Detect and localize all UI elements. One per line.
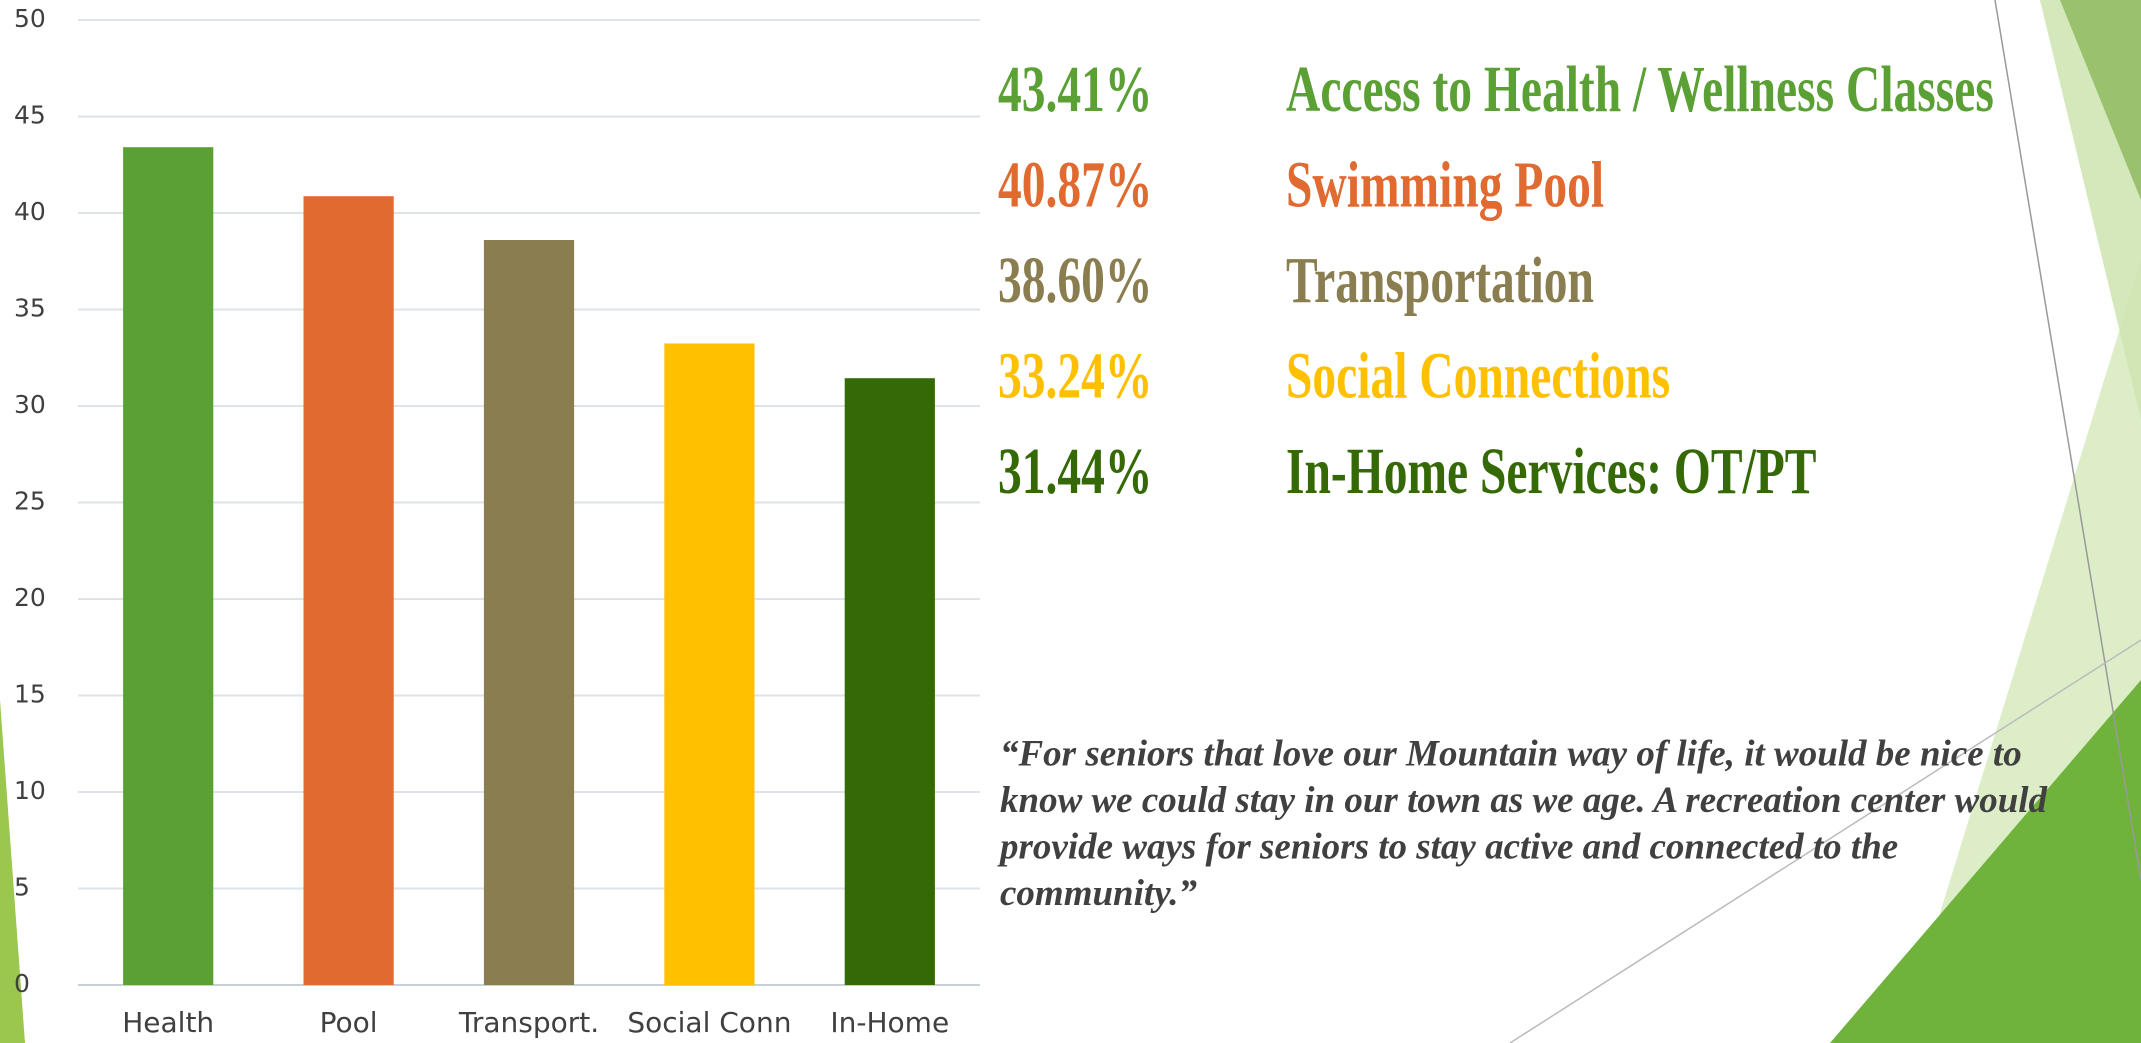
description-group: In-Home Services: OT/PT bbox=[1286, 436, 1817, 508]
y-tick-label: 30 bbox=[14, 390, 46, 419]
bar bbox=[303, 196, 394, 986]
percent-label: 33.24% bbox=[998, 340, 1152, 412]
quote-line: know we could stay in our town as we age… bbox=[1000, 780, 2048, 821]
percent-group: 31.44% bbox=[998, 436, 1152, 508]
percent-label: 38.60% bbox=[998, 245, 1152, 317]
decor bbox=[1994, 0, 2141, 881]
quote-line: provide ways for seniors to stay active … bbox=[997, 826, 1898, 867]
decor bbox=[1830, 680, 2141, 1043]
bar bbox=[844, 378, 935, 985]
y-tick-label: 25 bbox=[14, 487, 46, 516]
description-group: Social Connections bbox=[1286, 340, 1670, 412]
bar bbox=[483, 240, 575, 985]
decor bbox=[1509, 639, 2141, 1043]
description: Swimming Pool bbox=[1286, 149, 1604, 221]
percent-group: 33.24% bbox=[998, 340, 1152, 412]
x-tick-label: Transport. bbox=[458, 1006, 599, 1039]
description-group: Swimming Pool bbox=[1286, 149, 1604, 221]
y-tick-label: 10 bbox=[14, 776, 46, 805]
percent-label: 40.87% bbox=[998, 149, 1152, 221]
description: In-Home Services: OT/PT bbox=[1286, 436, 1817, 508]
x-tick-label: Social Conn bbox=[627, 1006, 791, 1039]
y-tick-label: 35 bbox=[14, 294, 46, 323]
description: Transportation bbox=[1286, 245, 1594, 317]
percent-group: 43.41% bbox=[998, 54, 1152, 126]
percent-group: 40.87% bbox=[998, 149, 1152, 221]
x-tick-label: Pool bbox=[320, 1006, 378, 1039]
quote-line: community.” bbox=[1000, 873, 1197, 914]
quote-line: “For seniors that love our Mountain way … bbox=[1000, 733, 2022, 774]
decor bbox=[0, 700, 25, 1043]
y-tick-label: 20 bbox=[14, 583, 46, 612]
y-tick-label: 5 bbox=[14, 873, 30, 902]
description-group: Transportation bbox=[1286, 245, 1594, 317]
bar bbox=[664, 343, 755, 985]
y-tick-label: 40 bbox=[14, 197, 46, 226]
description-group: Access to Health / Wellness Classes bbox=[1286, 54, 1994, 126]
decor bbox=[2040, 0, 2141, 420]
percent-label: 31.44% bbox=[998, 436, 1152, 508]
x-tick-label: Health bbox=[122, 1006, 214, 1039]
percent-label: 43.41% bbox=[998, 54, 1152, 126]
x-tick-label: In-Home bbox=[830, 1006, 949, 1039]
description: Social Connections bbox=[1286, 340, 1670, 412]
description: Access to Health / Wellness Classes bbox=[1286, 54, 1994, 126]
y-tick-label: 15 bbox=[14, 680, 46, 709]
percent-group: 38.60% bbox=[998, 245, 1152, 317]
bar bbox=[123, 147, 214, 985]
y-tick-label: 45 bbox=[14, 101, 46, 130]
y-tick-label: 0 bbox=[14, 969, 30, 998]
y-tick-label: 50 bbox=[14, 4, 46, 33]
